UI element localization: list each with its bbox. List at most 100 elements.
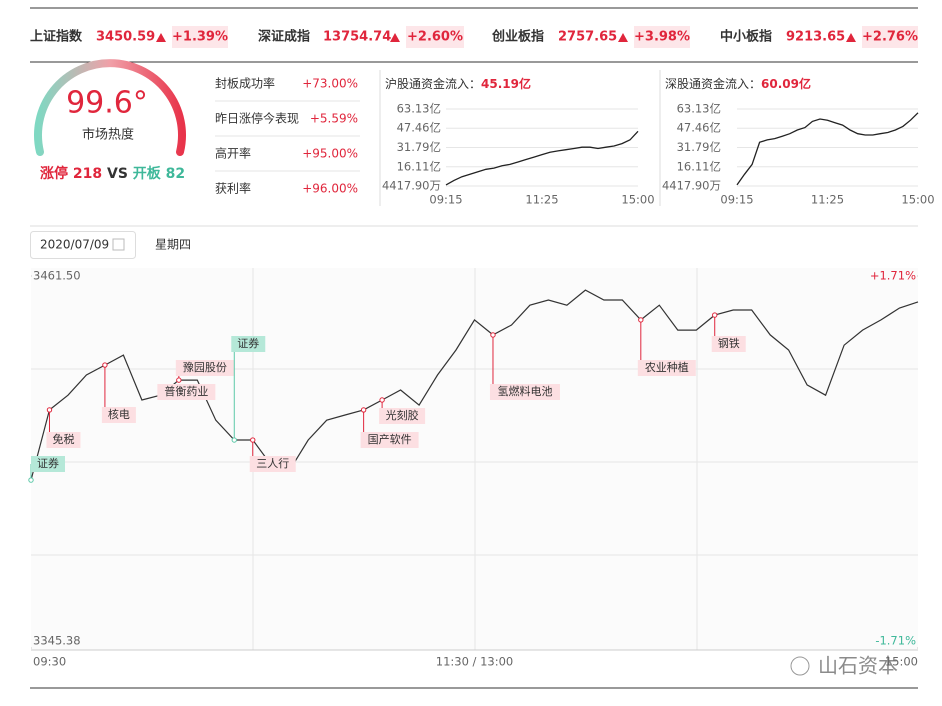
stat-value: +5.59% xyxy=(310,112,358,126)
y-tick-label: 31.79亿 xyxy=(397,140,441,154)
vs: VS xyxy=(107,166,128,182)
x-tick-label: 09:30 xyxy=(33,655,66,669)
wechat-icon xyxy=(790,656,810,676)
price-line xyxy=(736,112,919,186)
heat-value: 99.6° xyxy=(66,86,148,121)
annotation-dot xyxy=(490,332,496,338)
index-name: 上证指数 xyxy=(30,29,83,45)
index-value: 2757.65 xyxy=(558,30,617,45)
index-row: 上证指数 3450.59 +1.39% 深证成指 13754.74 +2.60%… xyxy=(30,26,918,48)
y-tick-label: 63.13亿 xyxy=(397,102,441,116)
up-arrow xyxy=(618,33,628,42)
y-tick-label: 63.13亿 xyxy=(677,102,721,116)
annotation-dot xyxy=(379,397,385,403)
annotation-tag xyxy=(637,360,696,376)
stat-label: 高开率 xyxy=(215,146,251,161)
y2-tick-label: -1.71% xyxy=(875,634,916,648)
up-arrow xyxy=(846,33,856,42)
annotation-tag xyxy=(379,408,426,424)
weekday: 星期四 xyxy=(155,238,191,252)
open-label: 开板 xyxy=(133,165,162,182)
y-tick-label: 3461.50 xyxy=(33,269,81,283)
annotation-dot xyxy=(231,437,237,443)
flow-label: 沪股通资金流入： xyxy=(385,76,481,91)
annotation-tag xyxy=(175,360,234,376)
stat-label: 封板成功率 xyxy=(215,76,275,91)
flow-total: 45.19亿 xyxy=(481,76,531,91)
y-tick-label: 47.46亿 xyxy=(397,121,441,135)
y-tick-label: 3345.38 xyxy=(33,634,81,648)
annotation-tag xyxy=(249,456,296,472)
annotation-dot xyxy=(712,312,718,318)
change-bg xyxy=(634,26,690,48)
annotation-tag xyxy=(101,407,136,423)
index-name: 中小板指 xyxy=(720,29,772,45)
annotation-text: 钢铁 xyxy=(718,337,740,350)
annotation-text: 证券 xyxy=(37,456,59,470)
annotation-dot xyxy=(46,407,53,413)
y-tick-label: 47.46亿 xyxy=(677,121,721,135)
index-name: 创业板指 xyxy=(491,29,544,45)
up-arrow xyxy=(156,33,166,42)
index-change: +2.60% xyxy=(407,30,463,45)
change-bg xyxy=(862,26,918,48)
annotation-text: 普衡药业 xyxy=(164,384,208,398)
annotation-text: 光刻胶 xyxy=(386,408,419,422)
up-count: 218 xyxy=(73,166,102,182)
price-line xyxy=(445,130,639,186)
date: 2020/07/09 xyxy=(40,238,109,252)
annotation-dot xyxy=(102,362,108,368)
index-value: 3450.59 xyxy=(96,30,155,45)
index-change: +1.39% xyxy=(172,30,228,45)
annotation-tag xyxy=(489,384,560,400)
annotation-tag xyxy=(711,336,746,352)
x-tick-label: 11:30 / 13:00 xyxy=(436,655,513,669)
stat-value: +95.00% xyxy=(302,147,358,161)
annotation-text: 国产软件 xyxy=(368,432,412,446)
stat-label: 获利率 xyxy=(215,181,251,196)
x-tick-label: 15:00 xyxy=(885,655,918,669)
stats: 封板成功率 +73.00% 昨日涨停今表现 +5.59% 高开率 +95.00%… xyxy=(215,76,360,196)
flow-total: 60.09亿 xyxy=(761,76,811,91)
y-tick-label: 4417.90万 xyxy=(382,179,441,193)
x-tick-label: 11:25 xyxy=(525,193,558,207)
annotation-text: 氢燃料电池 xyxy=(497,384,552,398)
annotation-dot xyxy=(28,477,34,483)
x-tick-label: 15:00 xyxy=(901,193,934,207)
y-tick-label: 16.11亿 xyxy=(397,159,441,173)
annotation-tag xyxy=(157,384,216,400)
annotation-tag xyxy=(31,456,65,472)
flow-title: 沪股通资金流入：45.19亿 xyxy=(385,76,531,91)
open-count: 82 xyxy=(166,166,185,182)
annotation-text: 证券 xyxy=(237,336,259,350)
annotation-dot xyxy=(638,317,644,323)
annotation-tag xyxy=(231,336,266,352)
x-tick-label: 15:00 xyxy=(621,193,654,207)
x-tick-label: 09:15 xyxy=(720,193,753,207)
annotation-text: 三人行 xyxy=(256,457,289,470)
annotation-tag xyxy=(360,432,419,448)
flow-title: 深股通资金流入：60.09亿 xyxy=(665,76,811,91)
heat-gauge xyxy=(34,59,186,156)
up-arrow xyxy=(390,33,400,42)
index-value: 13754.74 xyxy=(323,30,391,45)
annotation-dot xyxy=(250,437,256,443)
y-tick-label: 4417.90万 xyxy=(662,179,721,193)
y-tick-label: 31.79亿 xyxy=(677,140,721,154)
change-bg xyxy=(172,26,228,48)
index-change: +3.98% xyxy=(634,30,690,45)
annotation-text: 农业种植 xyxy=(645,360,689,374)
stat-value: +73.00% xyxy=(302,77,358,91)
date-picker[interactable] xyxy=(30,231,136,259)
limit-summary: 涨停 218 VS 开板 82 xyxy=(40,165,185,182)
y-tick-label: 16.11亿 xyxy=(677,159,721,173)
index-value: 9213.65 xyxy=(786,30,845,45)
flow-label: 深股通资金流入： xyxy=(665,76,761,91)
annotation-text: 免税 xyxy=(52,432,74,446)
x-tick-label: 11:25 xyxy=(811,193,844,207)
index-change: +2.76% xyxy=(862,30,918,45)
x-tick-label: 09:15 xyxy=(429,193,462,207)
watermark: 山石资本 xyxy=(818,654,898,678)
stat-value: +96.00% xyxy=(302,182,358,196)
